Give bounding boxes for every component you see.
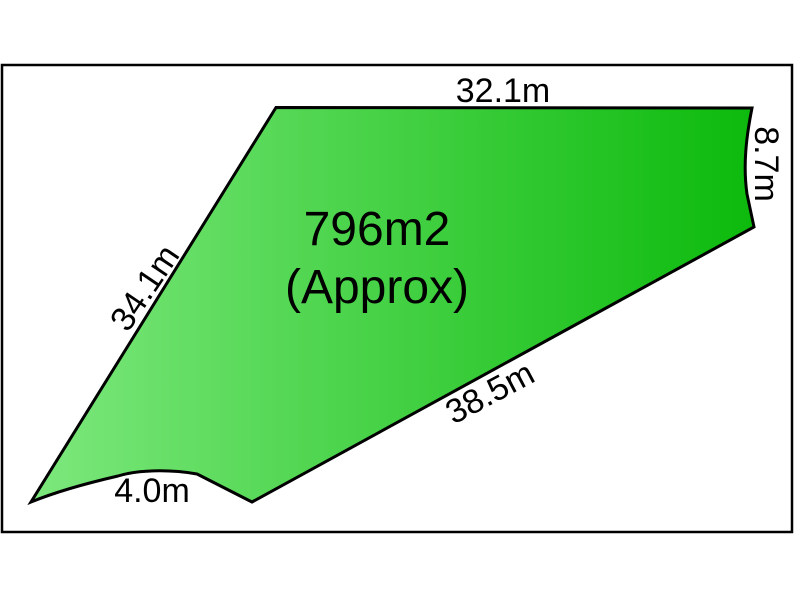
area-label: 796m2 (Approx) — [285, 201, 469, 317]
lot-polygon — [27, 105, 756, 506]
area-value: 796m2 — [303, 203, 451, 256]
area-qualifier: (Approx) — [284, 261, 470, 314]
dimension-label-right: 8.7m — [747, 126, 785, 202]
dimension-label-top: 32.1m — [455, 72, 551, 110]
dimension-label-bottom: 4.0m — [114, 472, 190, 510]
